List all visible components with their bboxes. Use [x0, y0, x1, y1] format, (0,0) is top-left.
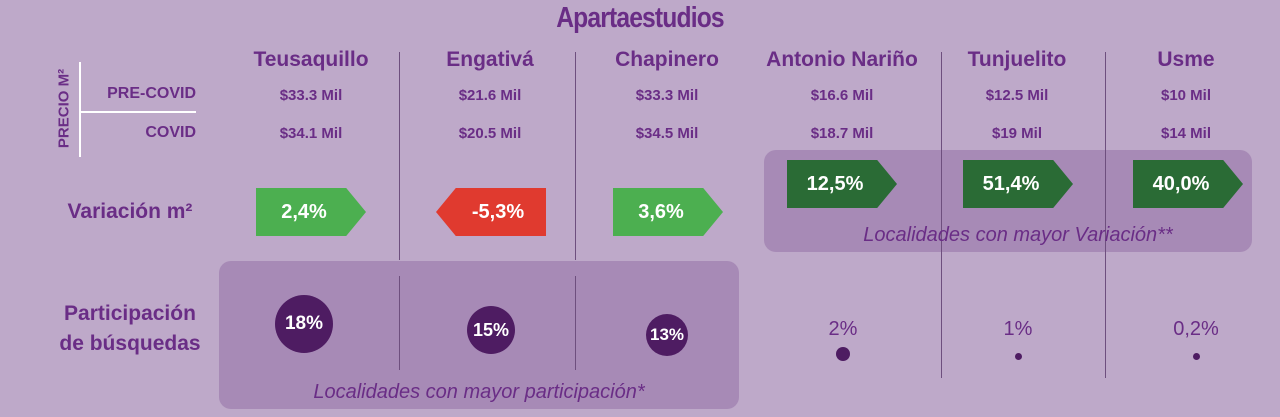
divider — [399, 52, 400, 260]
variation-badge-down: -5,3% — [436, 188, 546, 236]
variation-badge-up: 2,4% — [256, 188, 366, 236]
column-header-usme: Usme — [1157, 48, 1215, 71]
participation-value: 2% — [828, 318, 858, 340]
axis-vline — [79, 62, 81, 157]
divider — [575, 52, 576, 260]
divider — [399, 276, 400, 370]
divider — [941, 52, 942, 378]
participation-dot — [836, 347, 850, 361]
label-pre-covid: PRE-COVID — [107, 85, 196, 102]
divider — [1105, 52, 1106, 378]
price-covid: $18.7 Mil — [810, 125, 874, 142]
variation-badge-high: 12,5% — [787, 160, 897, 208]
label-participacion-2: de búsquedas — [59, 332, 201, 355]
price-covid: $34.1 Mil — [279, 125, 343, 142]
axis-label-wrap: PRECIO M² — [54, 62, 74, 158]
axis-hline — [80, 111, 196, 113]
price-covid: $34.5 Mil — [635, 125, 699, 142]
price-pre-covid: $33.3 Mil — [279, 87, 343, 104]
price-pre-covid: $16.6 Mil — [810, 87, 874, 104]
note-variacion: Localidades con mayor Variación** — [863, 224, 1173, 246]
price-covid: $20.5 Mil — [458, 125, 522, 142]
variation-badge-high: 40,0% — [1133, 160, 1243, 208]
participation-bubble: 13% — [646, 314, 688, 356]
column-header-chapinero: Chapinero — [615, 48, 719, 71]
price-pre-covid: $33.3 Mil — [635, 87, 699, 104]
price-covid: $14 Mil — [1160, 125, 1212, 142]
price-covid: $19 Mil — [991, 125, 1043, 142]
participation-value: 1% — [1003, 318, 1033, 340]
axis-label: PRECIO M² — [55, 68, 73, 149]
participation-value: 0,2% — [1173, 318, 1219, 340]
divider — [575, 276, 576, 370]
price-pre-covid: $21.6 Mil — [458, 87, 522, 104]
price-pre-covid: $10 Mil — [1160, 87, 1212, 104]
note-participacion: Localidades con mayor participación* — [313, 381, 645, 403]
column-header-engativa: Engativá — [446, 48, 534, 71]
price-pre-covid: $12.5 Mil — [985, 87, 1049, 104]
participation-dot — [1015, 353, 1022, 360]
participation-bubble: 18% — [275, 295, 333, 353]
label-participacion-1: Participación — [64, 302, 196, 325]
column-header-tunjuelito: Tunjuelito — [967, 48, 1067, 71]
page-title: Apartaestudios — [556, 2, 724, 34]
label-variacion: Variación m² — [67, 200, 193, 223]
variation-badge-high: 51,4% — [963, 160, 1073, 208]
label-covid: COVID — [145, 124, 196, 141]
participation-bubble: 15% — [467, 306, 515, 354]
participation-dot — [1193, 353, 1200, 360]
variation-badge-up: 3,6% — [613, 188, 723, 236]
column-header-teusaquillo: Teusaquillo — [253, 48, 369, 71]
column-header-antonio-narino: Antonio Nariño — [766, 48, 918, 71]
